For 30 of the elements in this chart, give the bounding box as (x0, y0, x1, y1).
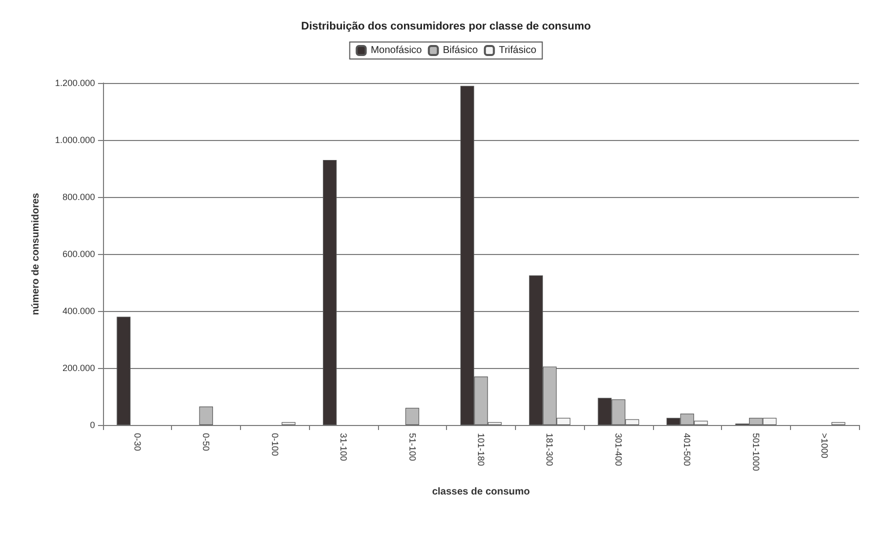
y-tick-label: 200.000 (62, 363, 95, 373)
x-axis-title: classes de consumo (432, 486, 530, 498)
bar (832, 422, 846, 425)
bar (322, 160, 337, 425)
y-tick-label: 400.000 (62, 306, 95, 316)
y-tick-label: 1.000.000 (54, 135, 95, 145)
y-tick-label: 800.000 (62, 192, 95, 202)
x-tick-label: 101-180 (476, 433, 486, 466)
bar (405, 408, 420, 425)
bar (116, 316, 130, 425)
y-tick-label: 1.200.000 (54, 78, 95, 88)
legend-label: Trifásico (498, 45, 537, 56)
bar (199, 406, 213, 425)
legend-label: Monofásico (370, 45, 422, 56)
x-tick-label: 181-300 (544, 433, 555, 466)
x-tick-label: 301-400 (613, 433, 624, 466)
legend-label: Bifásico (442, 45, 478, 56)
y-tick-label: 0 (90, 420, 95, 430)
y-axis-title: número de consumidores (30, 192, 42, 316)
x-tick-label: 0-50 (201, 433, 212, 452)
x-tick-label: 0-100 (270, 433, 280, 456)
chart-title: Distribuição dos consumidores por classe de consumo (301, 20, 592, 32)
x-tick-label: 501-1000 (750, 433, 761, 472)
x-tick-label: 401-500 (682, 433, 692, 466)
x-tick-label: 31-100 (338, 433, 349, 462)
y-tick-label: 600.000 (62, 249, 95, 259)
bar (282, 422, 296, 425)
x-tick-label: 0-30 (132, 433, 142, 452)
x-tick-label: 51-100 (407, 433, 418, 462)
x-tick-label: >1000 (820, 433, 830, 458)
